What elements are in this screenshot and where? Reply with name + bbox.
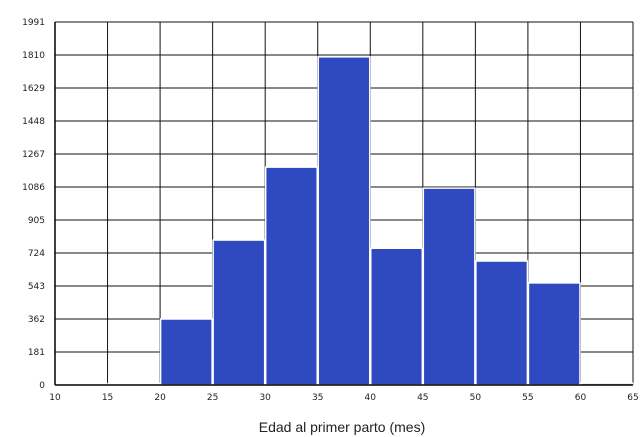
x-tick-label: 50 [470,393,482,403]
x-tick-label: 55 [522,393,533,403]
y-tick-label: 1448 [22,117,45,127]
histogram-bar [475,260,529,386]
histogram-bar [370,247,424,386]
y-tick-labels: 0 181 362 543 724 905 1086 1267 1448 1629 1810 1991 [22,18,45,391]
y-tick-label: 0 [39,381,45,391]
histogram-bar [317,56,371,386]
y-tick-label: 1629 [22,84,45,94]
y-tick-label: 1086 [22,183,45,193]
y-tick-label: 543 [28,282,45,292]
y-tick-label: 362 [28,315,45,325]
histogram-bar [264,166,318,386]
x-tick-label: 20 [154,393,166,403]
x-tick-labels: 10 15 20 25 30 35 40 45 50 55 60 65 [49,393,638,403]
y-tick-label: 724 [28,249,45,259]
y-tick-label: 1267 [22,150,45,160]
axes [54,22,633,386]
x-tick-label: 40 [365,393,377,403]
x-tick-label: 60 [575,393,587,403]
y-tick-label: 1991 [22,18,45,28]
x-tick-label: 65 [627,393,638,403]
x-axis-label: Edad al primer parto (mes) [259,419,426,435]
y-tick-label: 905 [28,216,45,226]
histogram-bar [212,239,266,386]
histogram-bar [527,282,581,386]
x-tick-label: 45 [417,393,428,403]
y-tick-label: 1810 [22,51,45,61]
x-tick-label: 25 [207,393,218,403]
y-tick-label: 181 [28,348,45,358]
x-tick-label: 15 [102,393,113,403]
histogram-bar [159,318,213,386]
x-tick-label: 30 [259,393,271,403]
x-tick-label: 10 [49,393,61,403]
x-tick-label: 35 [312,393,323,403]
histogram-bar [422,187,476,386]
